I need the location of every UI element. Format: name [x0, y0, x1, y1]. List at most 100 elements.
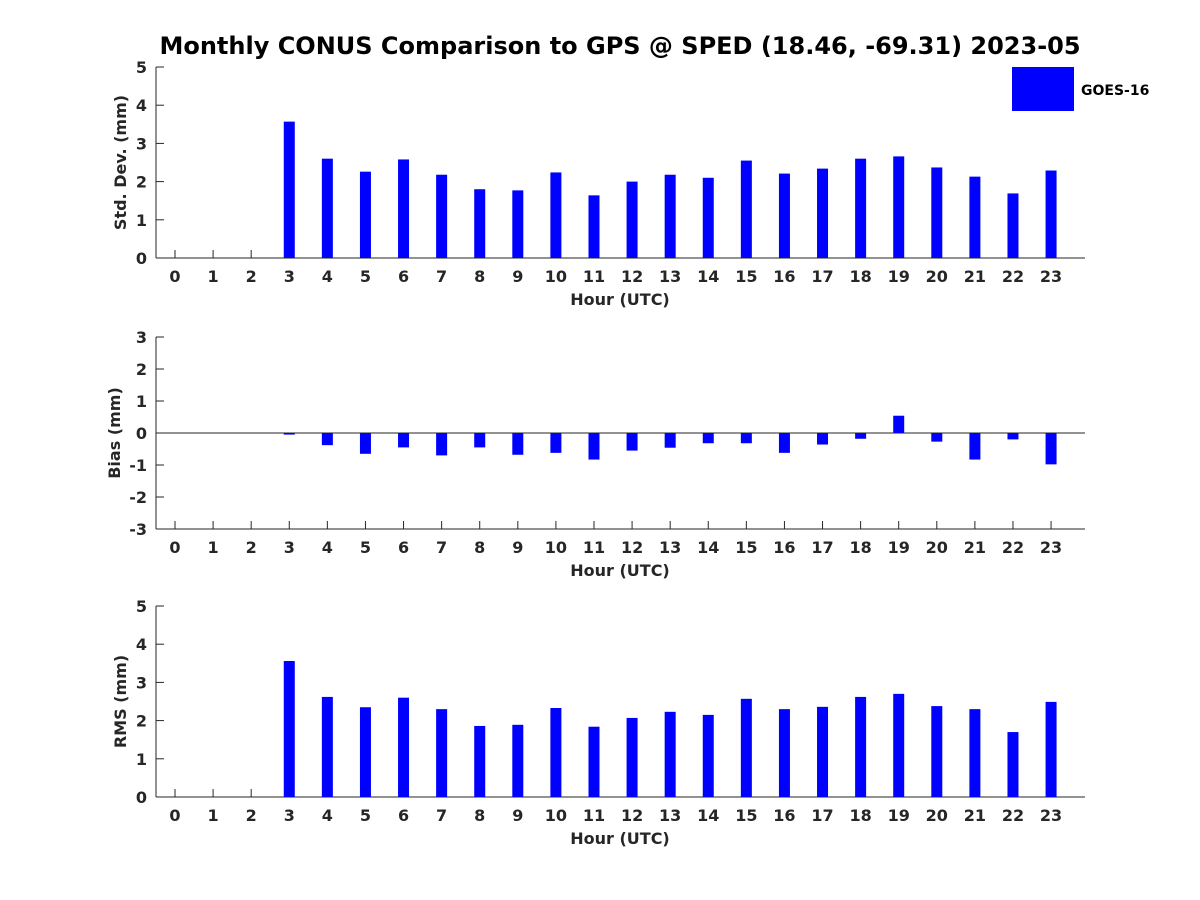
bar [1007, 433, 1019, 440]
x-tick-label: 5 [360, 267, 371, 286]
bar [1007, 193, 1019, 258]
x-axis-label: Hour (UTC) [570, 561, 670, 580]
y-tick-label: -1 [129, 456, 147, 475]
x-tick-label: 18 [849, 806, 871, 825]
bar [512, 190, 524, 258]
y-tick-label: 5 [136, 597, 147, 616]
x-tick-label: 12 [621, 806, 643, 825]
bar [817, 433, 829, 445]
x-tick-label: 12 [621, 538, 643, 557]
x-tick-label: 18 [849, 267, 871, 286]
bar [436, 433, 448, 456]
bar [398, 159, 410, 258]
x-tick-label: 23 [1040, 267, 1062, 286]
x-tick-label: 22 [1002, 267, 1024, 286]
x-tick-label: 23 [1040, 806, 1062, 825]
x-tick-label: 12 [621, 267, 643, 286]
x-tick-label: 21 [964, 267, 986, 286]
bar [398, 697, 410, 797]
x-tick-label: 3 [284, 267, 295, 286]
bar [474, 725, 486, 797]
bar [664, 433, 676, 448]
x-tick-label: 17 [811, 538, 833, 557]
y-tick-label: 1 [136, 211, 147, 230]
x-tick-label: 4 [322, 267, 333, 286]
bar [1045, 433, 1057, 465]
bar [855, 696, 867, 797]
x-tick-label: 18 [849, 538, 871, 557]
x-tick-label: 11 [583, 538, 605, 557]
bar [1007, 732, 1019, 797]
x-tick-label: 15 [735, 538, 757, 557]
bar [512, 433, 524, 455]
x-tick-label: 7 [436, 538, 447, 557]
bar [855, 433, 867, 439]
y-tick-label: -3 [129, 520, 147, 539]
x-tick-label: 16 [773, 267, 795, 286]
x-tick-label: 14 [697, 267, 719, 286]
bar [702, 177, 714, 258]
x-tick-label: 15 [735, 806, 757, 825]
x-tick-label: 16 [773, 806, 795, 825]
x-tick-label: 10 [545, 806, 567, 825]
bar [359, 171, 371, 258]
x-tick-label: 0 [169, 806, 180, 825]
legend-label: GOES-16 [1081, 83, 1149, 99]
bar [474, 433, 486, 448]
x-tick-label: 1 [208, 538, 219, 557]
bar [626, 717, 638, 797]
y-axis-label: RMS (mm) [111, 655, 130, 748]
y-tick-label: 1 [136, 392, 147, 411]
y-tick-label: 3 [136, 328, 147, 347]
x-axis-label: Hour (UTC) [570, 290, 670, 309]
legend-swatch [1012, 67, 1074, 111]
bar [740, 160, 752, 258]
bar [283, 433, 295, 435]
x-tick-label: 3 [284, 538, 295, 557]
x-tick-label: 6 [398, 538, 409, 557]
bar [702, 714, 714, 797]
y-tick-label: 4 [136, 635, 147, 654]
bar [588, 195, 600, 258]
x-tick-label: 10 [545, 267, 567, 286]
bar [283, 121, 295, 258]
x-tick-label: 2 [246, 267, 257, 286]
y-tick-label: 0 [136, 424, 147, 443]
bar [969, 709, 981, 797]
bar [664, 711, 676, 797]
x-tick-label: 0 [169, 538, 180, 557]
x-tick-label: 6 [398, 267, 409, 286]
bar [359, 433, 371, 454]
bar [931, 433, 943, 442]
bar [664, 174, 676, 258]
bar [321, 433, 333, 446]
y-axis-label: Bias (mm) [105, 387, 124, 479]
bar [817, 706, 829, 797]
chart-title: Monthly CONUS Comparison to GPS @ SPED (… [159, 32, 1080, 60]
x-tick-label: 10 [545, 538, 567, 557]
y-tick-label: 0 [136, 788, 147, 807]
bar [283, 661, 295, 797]
y-tick-label: 3 [136, 134, 147, 153]
bar [588, 726, 600, 797]
bar [626, 433, 638, 451]
bar [626, 181, 638, 258]
bar [436, 709, 448, 797]
x-tick-label: 21 [964, 538, 986, 557]
x-tick-label: 19 [888, 267, 910, 286]
bar [893, 156, 905, 258]
bar [740, 433, 752, 444]
bar [550, 707, 562, 797]
bar [702, 433, 714, 444]
x-tick-label: 4 [322, 538, 333, 557]
bar [855, 158, 867, 258]
x-tick-label: 20 [926, 267, 948, 286]
bar [474, 189, 486, 258]
bar [321, 158, 333, 258]
bar [359, 707, 371, 797]
bar [778, 433, 790, 453]
x-tick-label: 13 [659, 538, 681, 557]
